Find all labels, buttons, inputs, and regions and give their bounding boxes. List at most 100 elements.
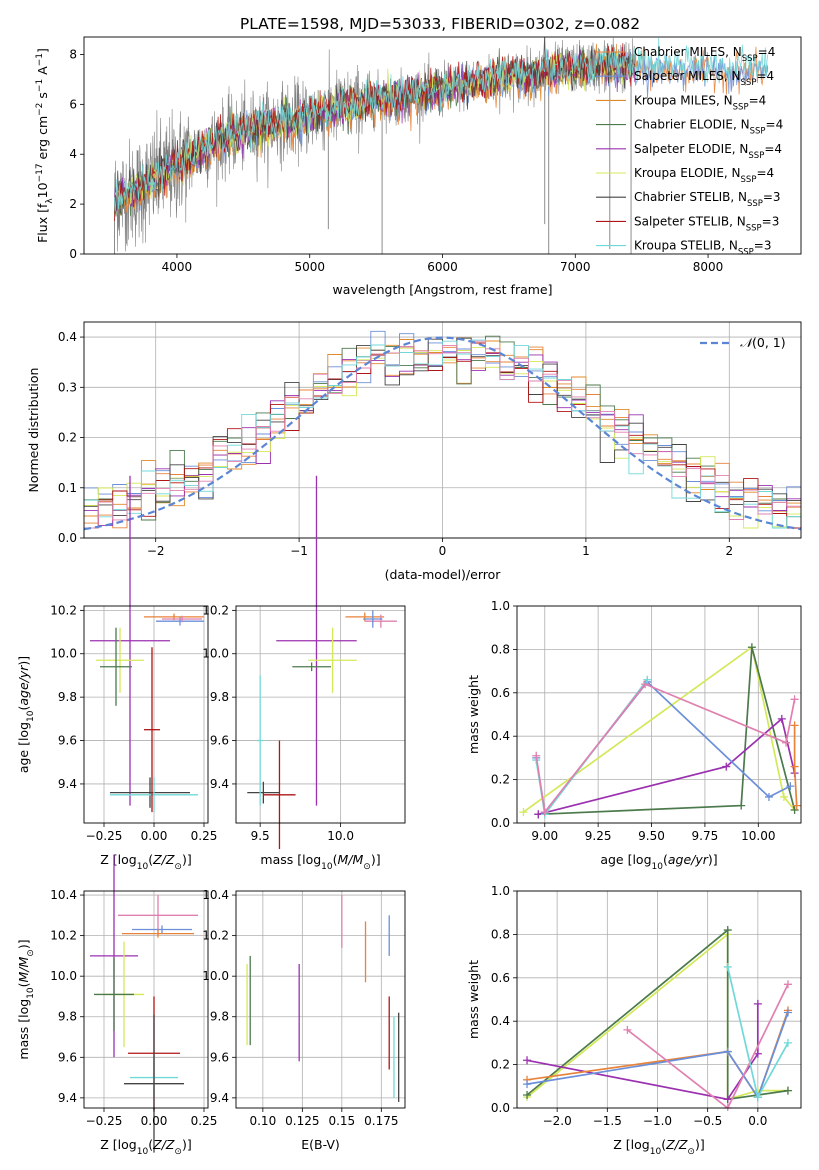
figure-title: PLATE=1598, MJD=53033, FIBERID=0302, z=0…	[240, 15, 640, 33]
mass-weight-point	[790, 805, 799, 814]
y-tick-label: 9.8	[210, 1010, 229, 1024]
y-tick-label: 0.3	[58, 380, 77, 394]
y-tick-label: 4	[69, 147, 77, 161]
y-tick-label: 10.2	[202, 603, 229, 617]
plot-area	[523, 926, 792, 1111]
mass-weight-point	[532, 751, 541, 760]
age-vs-mass-panel: 9.5 10.0 9.4 9.6 9.8 10.0 10.2 mass [log10(M/M⊙…	[202, 475, 406, 872]
mass-weight-point	[737, 801, 746, 810]
mass-weight-line	[538, 717, 796, 816]
x-tick-label: −2	[147, 544, 165, 558]
plot-area	[519, 643, 801, 819]
x-axis-label: Z [log10(Z/Z⊙)]	[100, 1137, 191, 1157]
y-axis-label: Normed distribution	[26, 368, 41, 493]
y-tick-label: 10.2	[50, 929, 77, 943]
y-tick-label: 9.8	[58, 1010, 77, 1024]
mass-weight-point	[777, 714, 786, 723]
x-axis-label: Z [log10(Z/Z⊙)]	[100, 852, 191, 872]
legend-entry: Kroupa STELIB, NSSP=3	[634, 239, 772, 258]
x-tick-label: −1.0	[643, 1114, 672, 1128]
plot-area	[84, 330, 801, 531]
age-vs-metallicity-panel: −0.25 0.00 0.25 9.4 9.6 9.8 10.0 10.2 Z [log10(Z…	[16, 475, 217, 872]
mass-weight-point	[753, 1049, 762, 1058]
y-tick-label: 9.6	[210, 1050, 229, 1064]
x-tick-label: 0.25	[191, 1114, 218, 1128]
y-tick-label: 10.0	[50, 969, 77, 983]
mass-weight-point	[540, 808, 549, 817]
y-tick-label: 9.4	[210, 777, 229, 791]
mass-weight-point	[623, 1025, 632, 1034]
y-tick-label: 9.6	[210, 734, 229, 748]
x-tick-label: 6000	[427, 260, 458, 274]
mass-weight-point	[790, 762, 799, 771]
mass-weight-point	[723, 1095, 732, 1104]
y-tick-label: 0	[69, 247, 77, 261]
y-axis-label: mass weight	[466, 675, 481, 754]
y-tick-label: 10.0	[202, 969, 229, 983]
mass-weight-point	[643, 675, 652, 684]
mass-weight-point	[790, 721, 799, 730]
legend-entry: Kroupa MILES, NSSP=4	[634, 93, 766, 112]
y-tick-label: 0.4	[491, 729, 510, 743]
axes-frame	[83, 605, 209, 824]
x-tick-label: 9.75	[692, 829, 719, 843]
x-tick-label: −2.0	[543, 1114, 572, 1128]
x-tick-label: 0.0	[748, 1114, 767, 1128]
mass-weight-point	[523, 1090, 532, 1099]
y-tick-label: 0.4	[491, 1014, 510, 1028]
mass-weight-point	[792, 801, 801, 810]
mass-weight-point	[783, 1038, 792, 1047]
y-tick-label: 0.2	[491, 1058, 510, 1072]
axes-frame	[235, 605, 406, 824]
y-tick-label: 9.8	[58, 690, 77, 704]
y-tick-label: 1.0	[491, 599, 510, 613]
y-tick-label: 0.2	[491, 773, 510, 787]
massweight-vs-metallicity-panel: −2.0 −1.5 −1.0 −0.5 0.0 0.0 0.2 0.4 0.6 0.8 1.0 mas…	[466, 884, 802, 1157]
model-spectrum-line	[114, 43, 636, 222]
x-tick-label: 0.10	[249, 1114, 276, 1128]
y-tick-label: 10.2	[202, 929, 229, 943]
x-tick-label: 9.25	[585, 829, 612, 843]
legend-entry: Chabrier MILES, NSSP=4	[634, 45, 775, 64]
x-tick-label: 0.175	[364, 1114, 398, 1128]
axes-frame	[83, 890, 209, 1109]
y-axis-label: Flux [fλ10−17 erg cm−2 s−1 A−1]	[35, 48, 55, 243]
y-tick-label: 10.4	[202, 888, 229, 902]
mass-weight-point	[753, 999, 762, 1008]
mass-weight-point	[783, 1086, 792, 1095]
legend-entry: 𝒩(0, 1)	[740, 335, 786, 350]
residual-histogram-step	[84, 340, 801, 529]
y-tick-label: 2	[69, 197, 77, 211]
y-tick-label: 10.0	[202, 647, 229, 661]
y-axis-label: mass weight	[466, 960, 481, 1039]
y-tick-label: 9.4	[210, 1091, 229, 1105]
x-tick-label: 9.00	[531, 829, 558, 843]
mass-weight-point	[723, 962, 732, 971]
x-tick-label: 0.125	[285, 1114, 319, 1128]
mass-weight-point	[786, 782, 795, 791]
x-tick-label: 1	[582, 544, 590, 558]
x-tick-label: −1.5	[593, 1114, 622, 1128]
mass-vs-metallicity-panel: −0.25 0.00 0.25 9.4 9.6 9.8 10.0 10.2 10.4 Z [log…	[16, 854, 217, 1157]
y-tick-label: 8	[69, 47, 77, 61]
mass-weight-point	[783, 1008, 792, 1017]
mass-weight-point	[523, 1056, 532, 1065]
y-tick-label: 10.0	[50, 647, 77, 661]
x-tick-label: 10.00	[741, 829, 775, 843]
legend-entry: Salpeter STELIB, NSSP=3	[634, 214, 779, 233]
y-tick-label: 0.1	[58, 481, 77, 495]
mass-weight-point	[641, 680, 650, 689]
y-axis-label: age [log10(age/yr)]	[16, 656, 36, 773]
mass-weight-point	[723, 926, 732, 935]
x-axis-label: wavelength [Angstrom, rest frame]	[332, 282, 552, 297]
spectrum-panel: 4000 5000 6000 7000 8000 0 2 4 6 8 Chabrier MILES,…	[35, 36, 802, 297]
x-tick-label: 10.0	[327, 829, 354, 843]
x-tick-label: 0.00	[141, 1114, 168, 1128]
x-tick-label: 0	[439, 544, 447, 558]
mass-weight-line	[535, 680, 791, 815]
x-tick-label: 7000	[560, 260, 591, 274]
massweight-vs-age-panel: 9.00 9.25 9.50 9.75 10.00 0.0 0.2 0.4 0.6 0.8 1.0 m…	[466, 599, 802, 872]
mass-weight-point	[722, 762, 731, 771]
mass-weight-point	[519, 808, 528, 817]
